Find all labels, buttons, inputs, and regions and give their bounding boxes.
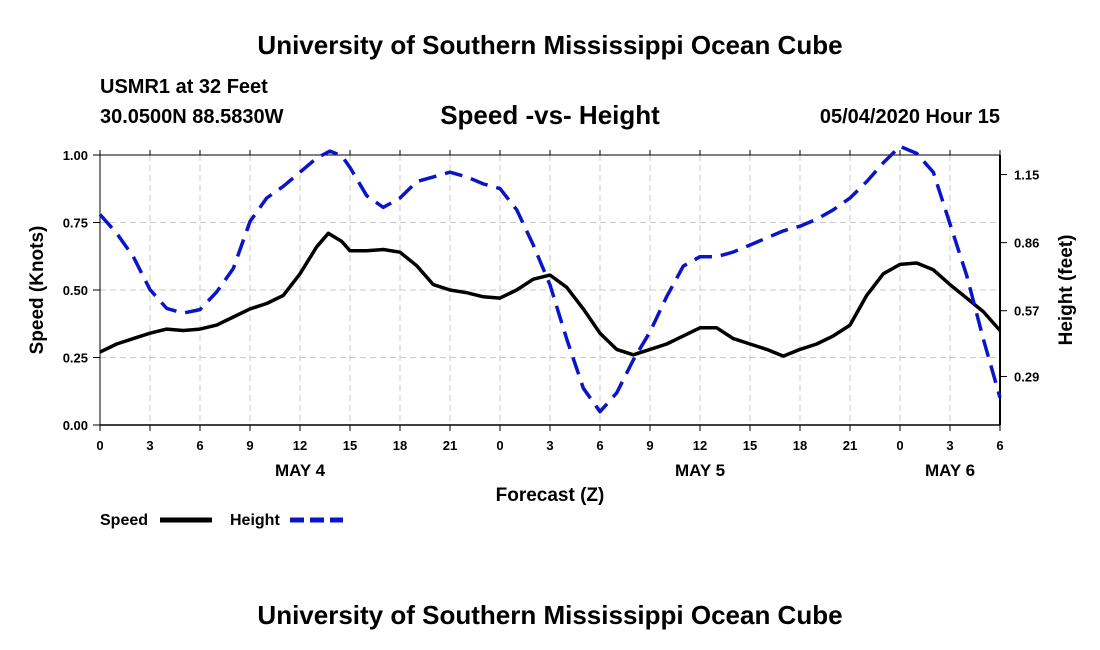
y-tick-label: 1.00 bbox=[63, 148, 88, 163]
x-tick-label: 6 bbox=[996, 438, 1003, 453]
x-tick-label: 12 bbox=[693, 438, 707, 453]
y2-tick-label: 0.29 bbox=[1014, 369, 1039, 384]
y2-tick-label: 0.57 bbox=[1014, 304, 1039, 319]
date-label: MAY 6 bbox=[925, 461, 975, 480]
x-tick-label: 9 bbox=[246, 438, 253, 453]
date-label: MAY 4 bbox=[275, 461, 326, 480]
x-tick-label: 3 bbox=[546, 438, 553, 453]
y2-tick-label: 1.15 bbox=[1014, 168, 1039, 183]
x-tick-label: 0 bbox=[96, 438, 103, 453]
bottom-title: University of Southern Mississippi Ocean… bbox=[257, 600, 843, 630]
y-tick-label: 0.50 bbox=[63, 283, 88, 298]
station-label: USMR1 at 32 Feet bbox=[100, 76, 268, 98]
y2-axis-label: Height (feet) bbox=[1056, 235, 1077, 346]
x-tick-label: 15 bbox=[743, 438, 757, 453]
x-tick-label: 9 bbox=[646, 438, 653, 453]
y-axis-label: Speed (Knots) bbox=[27, 226, 48, 355]
legend-label-height: Height bbox=[230, 512, 280, 529]
x-tick-label: 18 bbox=[393, 438, 407, 453]
x-tick-label: 12 bbox=[293, 438, 307, 453]
forecast-datetime: 05/04/2020 Hour 15 bbox=[819, 106, 1000, 128]
x-tick-label: 21 bbox=[843, 438, 857, 453]
series-line-height bbox=[98, 144, 1002, 414]
x-tick-label: 0 bbox=[496, 438, 503, 453]
date-label: MAY 5 bbox=[675, 461, 725, 480]
x-tick-label: 15 bbox=[343, 438, 357, 453]
legend-label-speed: Speed bbox=[100, 512, 148, 529]
y-tick-label: 0.00 bbox=[63, 418, 88, 433]
x-tick-label: 21 bbox=[443, 438, 457, 453]
x-axis-label: Forecast (Z) bbox=[496, 485, 605, 506]
y-tick-label: 0.75 bbox=[63, 216, 88, 231]
y2-tick-label: 0.86 bbox=[1014, 236, 1039, 251]
x-tick-label: 18 bbox=[793, 438, 807, 453]
x-tick-label: 3 bbox=[946, 438, 953, 453]
series-line-speed bbox=[99, 231, 1002, 358]
y-tick-label: 0.25 bbox=[63, 351, 88, 366]
chart-title: Speed -vs- Height bbox=[440, 100, 660, 130]
station-coordinates: 30.0500N 88.5830W bbox=[100, 106, 284, 128]
x-tick-label: 3 bbox=[146, 438, 153, 453]
x-tick-label: 6 bbox=[596, 438, 603, 453]
x-tick-label: 0 bbox=[896, 438, 903, 453]
top-title: University of Southern Mississippi Ocean… bbox=[257, 30, 843, 60]
x-tick-label: 6 bbox=[196, 438, 203, 453]
